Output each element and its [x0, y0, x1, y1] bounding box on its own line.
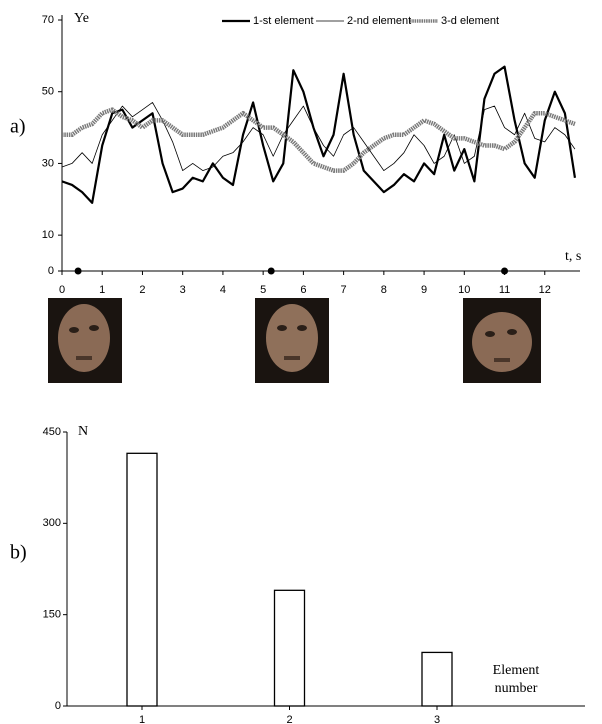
legend-label: 1-st element [253, 15, 314, 27]
x-tick-label: 2 [286, 714, 292, 724]
y-tick-label: 150 [43, 609, 61, 621]
bar [273, 589, 306, 707]
legend-label: 2-nd element [347, 15, 411, 27]
y-tick-label: 450 [43, 426, 61, 438]
y-axis-label: N [78, 424, 88, 439]
y-tick-label: 0 [48, 265, 54, 277]
x-tick-label: 1 [99, 284, 105, 296]
face-photo [463, 298, 541, 383]
x-axis-label: number [495, 681, 538, 696]
face-photo [255, 298, 329, 383]
x-axis-label: Element [493, 663, 540, 678]
y-tick-label: 0 [55, 700, 61, 712]
x-tick-label: 6 [300, 284, 306, 296]
x-axis-label: t, s [565, 249, 581, 264]
y-tick-label: 300 [43, 517, 61, 529]
bar [126, 452, 158, 707]
y-tick-label: 70 [42, 14, 54, 26]
x-tick-label: 12 [539, 284, 551, 296]
y-tick-label: 30 [42, 157, 54, 169]
event-marker [267, 267, 275, 275]
series-line [62, 107, 576, 173]
x-tick-label: 4 [220, 284, 226, 296]
x-tick-label: 8 [381, 284, 387, 296]
y-tick-label: 50 [42, 86, 54, 98]
y-tick-label: 10 [42, 229, 54, 241]
panel-label: b) [10, 542, 27, 564]
panel-label: a) [10, 116, 26, 138]
y-axis-label: Ye [74, 11, 89, 26]
x-tick-label: 0 [59, 284, 65, 296]
x-tick-label: 1 [139, 714, 145, 724]
event-marker [74, 267, 82, 275]
bar [421, 651, 453, 707]
face-photo [48, 298, 122, 383]
x-tick-label: 3 [180, 284, 186, 296]
x-tick-label: 7 [341, 284, 347, 296]
x-tick-label: 3 [434, 714, 440, 724]
series-line [61, 65, 577, 204]
series-line [61, 102, 576, 171]
x-tick-label: 10 [458, 284, 470, 296]
legend-label: 3-d element [441, 15, 499, 27]
event-marker [501, 267, 509, 275]
x-tick-label: 5 [260, 284, 266, 296]
x-tick-label: 2 [139, 284, 145, 296]
x-tick-label: 9 [421, 284, 427, 296]
x-tick-label: 11 [499, 284, 510, 296]
